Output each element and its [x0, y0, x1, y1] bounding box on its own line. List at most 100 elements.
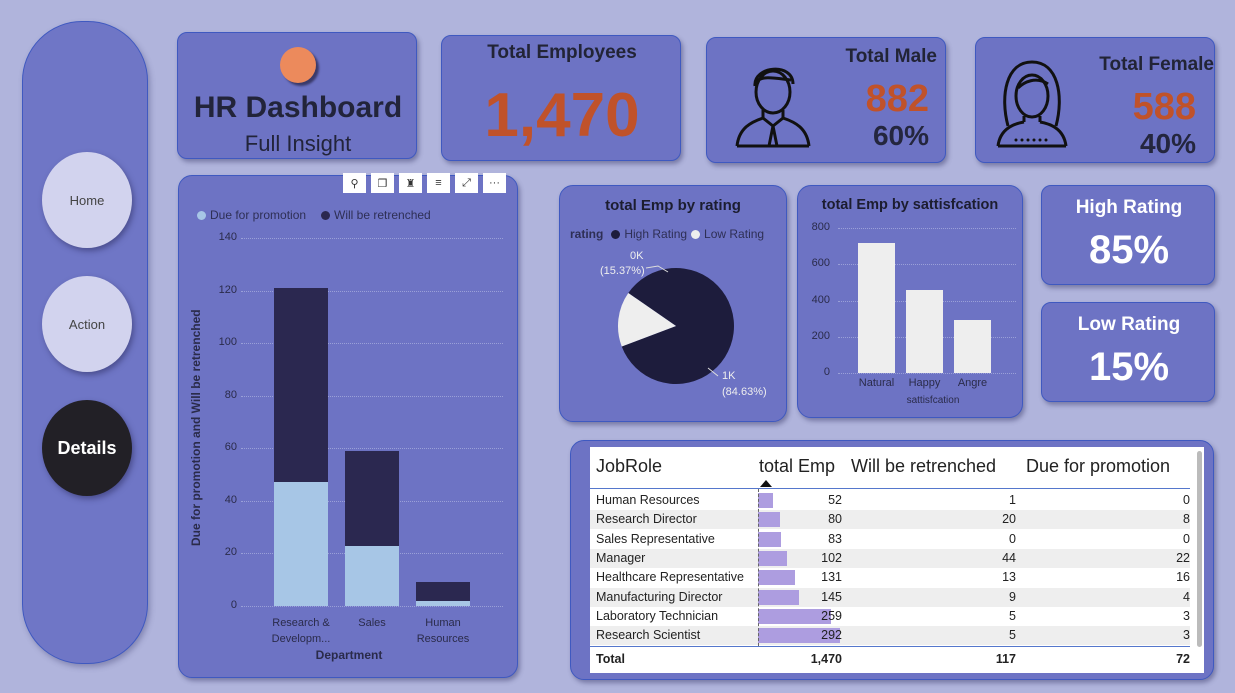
pie-leader-line — [707, 367, 719, 377]
sort-descending-icon[interactable] — [760, 480, 772, 487]
table-row[interactable]: Manufacturing Director 145 9 4 — [590, 587, 1190, 607]
row-retrenched: 0 — [1009, 531, 1016, 546]
pin-icon[interactable]: ⚲ — [343, 173, 366, 193]
bar-retrenched[interactable] — [416, 582, 470, 601]
low-rating-value: 15% — [1088, 345, 1170, 389]
low-rating-card: Low Rating 15% — [1041, 302, 1215, 402]
home-button[interactable]: Home — [42, 152, 132, 248]
total-male-label: Total Male — [845, 46, 938, 67]
gridline — [838, 264, 1016, 266]
row-retrenched: 1 — [1009, 493, 1016, 507]
gridline — [838, 373, 1016, 374]
pie-slice-low-rating[interactable] — [618, 293, 676, 347]
gridline — [838, 228, 1016, 229]
satisfaction-bar[interactable] — [858, 242, 895, 373]
header-total-emp[interactable]: total Emp — [759, 456, 836, 476]
total-emp-bar — [758, 589, 799, 605]
y-tick-label: 140 — [218, 231, 237, 243]
row-total-emp: 80 — [828, 512, 842, 527]
total-emp-sum: 1,470 — [810, 652, 842, 666]
table-row[interactable]: Healthcare Representative 131 13 16 — [590, 568, 1190, 587]
side-navigation: Home Action Details — [22, 21, 148, 664]
gridline — [241, 238, 503, 239]
dashboard-subtitle: Full Insight — [244, 131, 352, 156]
row-promotion: 0 — [1183, 531, 1190, 546]
header-will-be-retrenched[interactable]: Will be retrenched — [851, 456, 997, 476]
total-promotion-sum: 72 — [1176, 652, 1190, 666]
table-row[interactable]: Manager 102 44 22 — [590, 548, 1190, 568]
total-female-label: Total Female — [1099, 54, 1214, 75]
expand-icon[interactable]: ⤢ — [455, 173, 478, 193]
table-row[interactable]: Research Director 80 20 8 — [590, 510, 1190, 530]
pie-leader-line — [645, 265, 669, 273]
bell-icon[interactable]: ♜ — [399, 173, 422, 193]
pie-slice-high-rating[interactable] — [621, 268, 734, 384]
department-stacked-bar-chart[interactable]: ⚲ ❐ ♜ ≡ ⤢ ··· Due for promotion Will be … — [178, 173, 519, 679]
table-total-row: Total 1,470 117 72 — [590, 650, 1190, 669]
pie-chart-title: total Emp by rating — [605, 197, 741, 214]
plot-area: 0 20 40 60 80 100 120 140 Research & Developm... S… — [179, 176, 519, 679]
x-tick-label: Angre — [957, 377, 988, 389]
total-male-percent: 60% — [872, 120, 929, 151]
header-due-for-promotion[interactable]: Due for promotion — [1026, 456, 1171, 476]
low-rating-label: Low Rating — [1077, 314, 1181, 335]
filter-icon[interactable]: ≡ — [427, 173, 450, 193]
row-total-emp: 259 — [821, 608, 842, 623]
y-tick-label: 600 — [811, 257, 830, 270]
bar-retrenched[interactable] — [345, 450, 399, 546]
row-promotion: 16 — [1176, 570, 1190, 585]
table-row[interactable]: Research Scientist 292 5 3 — [590, 626, 1190, 646]
y-tick-label: 0 — [230, 599, 237, 611]
pie-pct-high: (84.63%) — [722, 386, 767, 398]
row-total-emp: 292 — [821, 628, 842, 643]
copy-icon[interactable]: ❐ — [371, 173, 394, 193]
pie-label-low: 0K — [630, 250, 644, 262]
table-row[interactable]: Laboratory Technician 259 5 3 — [590, 607, 1190, 626]
y-tick-label: 120 — [218, 283, 237, 296]
satisfaction-bar[interactable] — [954, 320, 991, 373]
row-total-emp: 52 — [828, 493, 842, 507]
row-retrenched: 13 — [1002, 570, 1016, 585]
row-jobrole: Laboratory Technician — [596, 608, 719, 623]
satisfaction-bar[interactable] — [906, 289, 943, 373]
table-row[interactable]: Sales Representative 83 0 0 — [590, 530, 1190, 549]
legend-promotion-label: Due for promotion — [210, 208, 307, 222]
high-rating-value: 85% — [1088, 228, 1170, 272]
table-scrollbar[interactable] — [1197, 451, 1202, 647]
pie-legend: rating High Rating Low Rating — [570, 227, 764, 241]
total-employees-label: Total Employees — [487, 42, 637, 63]
y-tick-label: 0 — [823, 366, 830, 378]
header-divider — [590, 488, 1190, 489]
title-card: HR Dashboard Full Insight — [177, 32, 417, 159]
gridline — [241, 606, 503, 607]
satisfaction-bar-chart[interactable]: total Emp by sattisfcation 0 200 400 600 800… — [797, 185, 1023, 418]
row-retrenched: 5 — [1009, 628, 1016, 643]
satisfaction-plot-area: 0 200 400 600 800 Natural Happy Angre — [798, 186, 1024, 419]
pie-legend-high: High Rating — [624, 227, 688, 241]
rating-pie-chart-card[interactable]: total Emp by rating rating High Rating L… — [559, 185, 787, 422]
bar-retrenched[interactable] — [274, 287, 328, 483]
bar-promotion[interactable] — [274, 482, 328, 606]
row-total-emp: 83 — [828, 531, 842, 546]
action-button[interactable]: Action — [42, 276, 132, 372]
total-male-card: Total Male 882 60% — [706, 37, 946, 163]
jobrole-table[interactable]: JobRole total Emp Will be retrenched Due… — [590, 447, 1204, 673]
bar-promotion[interactable] — [345, 545, 399, 606]
total-label: Total — [596, 652, 625, 666]
header-jobrole[interactable]: JobRole — [596, 456, 663, 476]
row-jobrole: Research Director — [596, 512, 697, 527]
row-retrenched: 44 — [1002, 550, 1016, 565]
total-emp-bar — [758, 512, 780, 528]
y-tick-label: 100 — [218, 336, 237, 349]
more-options-icon[interactable]: ··· — [483, 173, 506, 193]
gridline — [241, 290, 503, 292]
row-promotion: 4 — [1183, 589, 1190, 604]
bar-promotion[interactable] — [416, 600, 470, 606]
details-button[interactable]: Details — [42, 400, 132, 496]
gridline — [241, 448, 503, 450]
row-jobrole: Healthcare Representative — [596, 570, 744, 585]
row-promotion: 3 — [1183, 628, 1190, 643]
table-row[interactable]: Human Resources 52 1 0 — [590, 491, 1190, 510]
total-emp-bar — [758, 628, 840, 644]
row-retrenched: 9 — [1009, 589, 1016, 604]
